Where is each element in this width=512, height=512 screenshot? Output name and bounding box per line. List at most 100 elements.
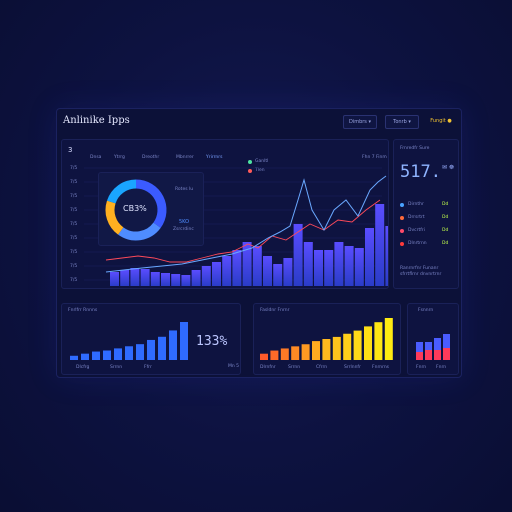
panel-right: Fsnnrn Fnrn Fnrn xyxy=(407,303,459,375)
main-bar xyxy=(161,273,170,286)
main-bar xyxy=(140,269,150,286)
kpi-row-dot xyxy=(400,216,404,220)
mid-bar xyxy=(322,339,331,360)
dashboard-window: Anlinike Ipps Dimbrs ▾ Tonrb ▾ Fungit ● … xyxy=(56,108,462,378)
y-tick-label: 7/5 xyxy=(70,194,78,199)
legend-label-1: Ganltl xyxy=(255,159,269,164)
left-bar xyxy=(92,351,100,360)
donut-card: CB3% Rotes lu 5KO Zsrcrdinc xyxy=(98,172,204,246)
mid-bar xyxy=(343,333,352,360)
tab-1[interactable]: Dnsa xyxy=(90,155,102,160)
main-bar xyxy=(181,275,191,286)
right-bar-top xyxy=(434,338,441,350)
main-bar xyxy=(273,264,283,286)
main-bar xyxy=(375,204,385,286)
donut-slice xyxy=(105,200,124,235)
tab-3[interactable]: Dreothr xyxy=(142,155,160,160)
kpi-title: Frnredfr Sure xyxy=(400,146,430,151)
accent-button[interactable]: Fungit ● xyxy=(430,118,452,124)
legend-swatch-2 xyxy=(248,169,252,173)
right-bar-top xyxy=(416,342,423,352)
mid-x-label: Srrlnnfr xyxy=(344,364,361,370)
kpi-row-label: Dlnrtrnn xyxy=(408,241,427,246)
donut-sub-text: Zsrcrdinc xyxy=(173,227,194,232)
main-bar xyxy=(324,250,334,286)
chart-range-label[interactable]: Fhn 7 Finm xyxy=(362,155,387,160)
left-x-label: Ffrr xyxy=(144,364,152,370)
mid-bar xyxy=(280,348,289,360)
kpi-note: Ranrnrfnr Funanr sfrrtflrnr dnvnrtrnr xyxy=(400,266,442,277)
main-bar xyxy=(354,248,364,286)
filter-dropdown-2[interactable]: Tonrb ▾ xyxy=(385,115,419,129)
right-bar-bottom xyxy=(416,352,423,360)
y-tick-label: 7/5 xyxy=(70,278,78,283)
panel-mid-bar-chart: Dlrnfnr Srrnn Cfrrn Srrlnnfr Fnrnrns xyxy=(260,318,393,370)
main-bar xyxy=(212,262,221,286)
panel-left-bar-chart: Dlcfrg Srrnn Ffrr xyxy=(70,322,188,370)
panel-left-title: Fnrlfrr Rnnns xyxy=(68,308,98,313)
left-bar xyxy=(136,344,144,360)
kpi-row-value: Dd xyxy=(442,241,449,246)
right-x-label: Fnrn xyxy=(436,364,446,370)
donut-slice xyxy=(118,222,161,241)
main-bar xyxy=(232,250,242,286)
kpi-panel: Frnredfr Sure 517. ✉ ☸ Dirnthr Dd Drrsrtrt… xyxy=(393,139,459,289)
main-bar xyxy=(171,274,181,286)
mid-x-label: Fnrnrns xyxy=(372,364,390,370)
mid-bar xyxy=(364,326,372,360)
main-bar xyxy=(120,270,130,286)
tab-4[interactable]: Mbnrrer xyxy=(176,155,194,160)
mid-x-label: Dlrnfnr xyxy=(260,364,276,370)
main-bar xyxy=(201,266,211,286)
y-tick-label: 7/5 xyxy=(70,236,78,241)
y-tick-label: 7/5 xyxy=(70,222,78,227)
y-tick-label: 7/5 xyxy=(70,208,78,213)
mid-bar xyxy=(312,341,320,360)
y-tick-label: 7/5 xyxy=(70,166,78,171)
mid-bar xyxy=(374,322,383,360)
right-bar-top xyxy=(443,334,450,348)
main-bar xyxy=(283,258,293,286)
filter-dropdown-1[interactable]: Dimbrs ▾ xyxy=(343,115,377,129)
tab-2[interactable]: Ytrrg xyxy=(114,155,125,160)
main-bar-line-chart xyxy=(84,167,388,286)
legend-label-2: Tlen xyxy=(255,168,265,173)
main-bar xyxy=(314,250,323,286)
left-bar xyxy=(158,336,166,360)
main-bar xyxy=(385,226,388,286)
donut-slice xyxy=(106,179,137,204)
right-bar-bottom xyxy=(434,350,441,360)
y-tick-label: 7/5 xyxy=(70,180,78,185)
tab-5[interactable]: Yrirrnrs xyxy=(206,155,223,160)
kpi-row-value: Dd xyxy=(442,228,449,233)
main-bar xyxy=(150,272,160,286)
panel-right-bar-chart: Fnrn Fnrn xyxy=(416,334,450,370)
main-bar xyxy=(130,268,140,286)
kpi-row-dot xyxy=(400,203,404,207)
panel-left-value: 133% xyxy=(196,334,228,349)
left-bar xyxy=(70,355,78,360)
main-bar xyxy=(191,270,201,286)
left-bar xyxy=(103,350,111,360)
kpi-icons: ✉ ☸ xyxy=(442,164,455,171)
mid-bar xyxy=(301,344,310,360)
right-bar-top xyxy=(425,342,432,350)
y-tick-label: 7/5 xyxy=(70,250,78,255)
main-bar xyxy=(303,242,313,286)
left-bar xyxy=(125,346,133,360)
left-x-label: Dlcfrg xyxy=(76,364,90,370)
mid-bar xyxy=(353,330,362,360)
mid-bar xyxy=(260,353,268,360)
panel-left: Fnrlfrr Rnnns Dlcfrg Srrnn Ffrr 133% Mn 5 xyxy=(61,303,241,375)
kpi-row-dot xyxy=(400,242,404,246)
panel-right-title: Fsnnrn xyxy=(418,308,434,313)
kpi-row-dot xyxy=(400,229,404,233)
mid-bar xyxy=(291,346,300,360)
left-bar xyxy=(81,353,89,360)
donut-sub-value: 5KO xyxy=(179,219,190,225)
kpi-row-value: Dd xyxy=(442,215,449,220)
donut-slice xyxy=(135,179,167,228)
left-bar xyxy=(169,330,177,360)
main-bar xyxy=(110,272,119,286)
main-bar xyxy=(344,246,354,286)
